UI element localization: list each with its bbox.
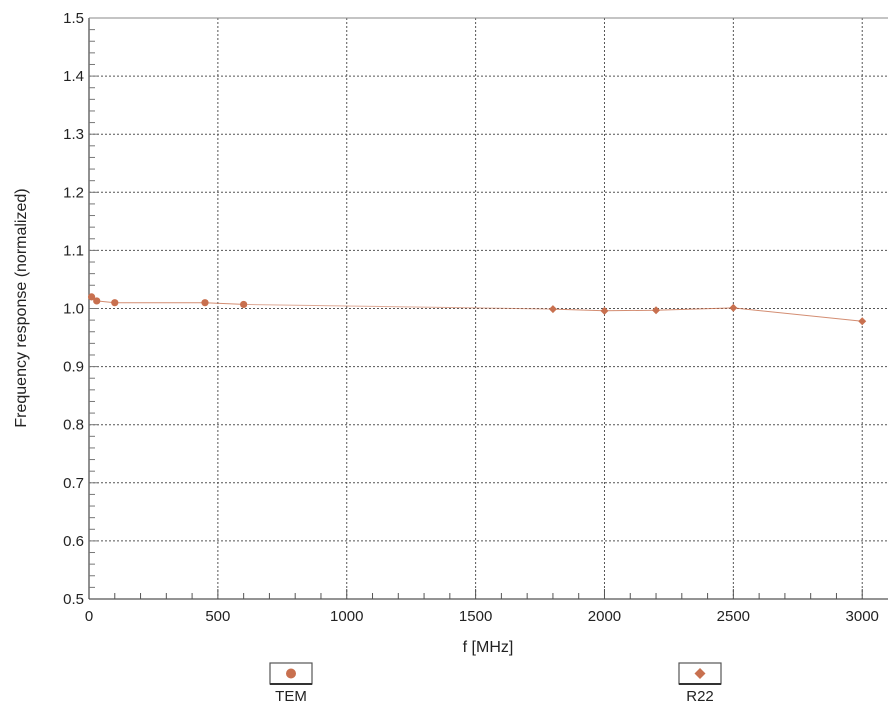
x-tick-label: 2500 (717, 608, 750, 625)
y-tick-label: 1.4 (63, 68, 84, 85)
tick-labels: 0 500 1000 1500 2000 2500 3000 0.5 0.6 0.7 0.8 0.9 1… (63, 10, 879, 625)
series-bridge-line (243, 303, 553, 310)
legend-marker-circle (286, 668, 296, 679)
data-point (240, 300, 248, 309)
data-point (201, 299, 209, 307)
legend-marker-diamond (694, 668, 706, 679)
data-point (858, 317, 867, 326)
legend-label-r22: R22 (686, 688, 714, 705)
x-tick-label: 1500 (459, 608, 492, 625)
y-axis-title: Frequency response (normalized) (13, 188, 30, 427)
legend-item-tem: TEM (269, 662, 313, 705)
legend: TEM R22 (269, 662, 722, 705)
y-tick-label: 1.3 (63, 126, 84, 143)
y-tick-label: 1.0 (63, 301, 84, 318)
x-tick-label: 500 (205, 608, 230, 625)
y-tick-label: 1.2 (63, 184, 84, 201)
y-tick-label: 0.5 (63, 591, 84, 608)
y-tick-label: 1.1 (63, 242, 84, 259)
ticks (89, 29, 863, 599)
x-tick-label: 1000 (330, 608, 363, 625)
data-point (548, 305, 557, 314)
data-point (87, 293, 96, 301)
x-tick-label: 2000 (588, 608, 621, 625)
data-point (652, 306, 661, 315)
series-points (87, 293, 867, 326)
legend-label-tem: TEM (275, 688, 307, 705)
y-tick-label: 0.8 (63, 417, 84, 434)
data-point (600, 306, 609, 315)
x-tick-label: 0 (85, 608, 93, 625)
data-point (729, 303, 738, 312)
x-tick-label: 3000 (846, 608, 879, 625)
data-point (111, 299, 119, 307)
y-tick-label: 0.9 (63, 359, 84, 376)
data-point (93, 297, 101, 305)
legend-item-r22: R22 (678, 662, 722, 705)
y-tick-label: 0.7 (63, 475, 84, 492)
y-tick-label: 0.6 (63, 533, 84, 550)
x-axis-title: f [MHz] (463, 639, 514, 656)
y-tick-label: 1.5 (63, 10, 84, 27)
